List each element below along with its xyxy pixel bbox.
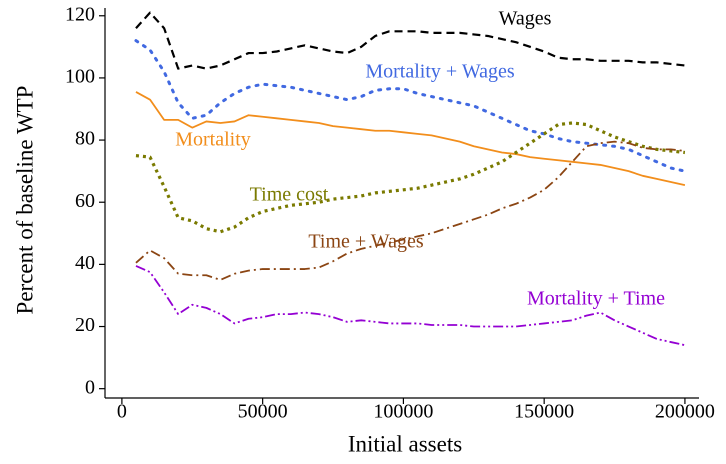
y-tick-label: 120 bbox=[65, 3, 95, 25]
x-axis-title: Initial assets bbox=[348, 431, 462, 456]
series-line bbox=[135, 140, 686, 281]
x-tick-label: 200000 bbox=[655, 401, 715, 423]
y-tick-label: 0 bbox=[85, 376, 95, 398]
series-label: Wages bbox=[499, 8, 552, 30]
y-tick-label: 20 bbox=[75, 314, 95, 336]
x-tick-label: 150000 bbox=[514, 401, 574, 423]
series-line bbox=[135, 11, 686, 70]
y-tick-label: 40 bbox=[75, 252, 95, 274]
series-label: Mortality bbox=[175, 129, 251, 151]
x-tick-label: 100000 bbox=[373, 401, 433, 423]
series-label: Time cost bbox=[250, 184, 329, 206]
y-axis-title: Percent of baseline WTP bbox=[12, 86, 37, 315]
y-tick-label: 60 bbox=[75, 190, 95, 212]
y-tick-label: 100 bbox=[65, 66, 95, 88]
x-tick-label: 0 bbox=[117, 401, 127, 423]
y-tick-label: 80 bbox=[75, 128, 95, 150]
series-label: Mortality + Wages bbox=[365, 61, 514, 83]
x-tick-label: 50000 bbox=[238, 401, 288, 423]
series-label: Time + Wages bbox=[308, 231, 423, 253]
series-line bbox=[135, 91, 686, 187]
series-line bbox=[135, 265, 686, 347]
series-line bbox=[135, 121, 686, 234]
series-label: Mortality + Time bbox=[527, 288, 665, 310]
